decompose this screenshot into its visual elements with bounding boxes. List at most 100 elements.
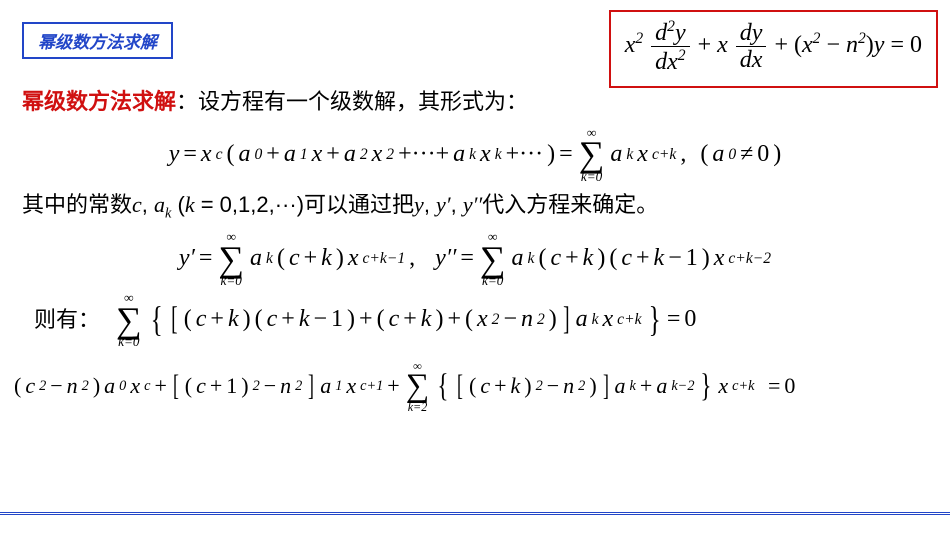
e6t2p: +: [210, 372, 222, 401]
e6a0: a: [104, 372, 115, 401]
e5eq: =: [667, 304, 681, 335]
sp4: +···: [506, 141, 544, 168]
e6t2c: c: [196, 372, 206, 401]
l3pa: (: [171, 192, 184, 217]
e5p1: +: [359, 304, 373, 335]
dsb2: k=0: [480, 274, 506, 287]
e6s1: 1: [335, 377, 342, 396]
sco: (: [700, 141, 708, 168]
dsb: k=0: [218, 274, 244, 287]
ss0: 0: [254, 146, 262, 164]
de1: c+k−1: [362, 249, 405, 269]
s2b: 2: [678, 47, 686, 64]
e6t2cl: ): [241, 372, 248, 401]
e5t4cl: ): [549, 304, 557, 335]
e6sb: k=2: [406, 401, 430, 413]
df2one: 1: [686, 243, 698, 274]
sa0: a: [238, 141, 250, 168]
l3cl: ): [297, 192, 304, 217]
main-equation-box: x2 d2y dx2 + x dy dx + (x2 − n2)y = 0: [609, 10, 938, 88]
sx2: x: [372, 141, 383, 168]
dypp: y′′: [435, 243, 456, 274]
d: d: [655, 20, 667, 46]
l3d: ···: [275, 192, 297, 217]
y2: y: [874, 32, 885, 58]
e5t1cl: ): [243, 304, 251, 335]
ss1: 1: [300, 146, 308, 164]
se2: 2: [386, 146, 394, 164]
e6t3n: n: [563, 372, 574, 401]
df2cl: ): [702, 243, 710, 274]
sek: k: [495, 146, 502, 164]
sum-icon: ∞∑k=0: [116, 291, 142, 348]
section-title: 幂级数方法求解: [38, 33, 157, 52]
e3: 2: [813, 30, 821, 47]
n: n: [846, 32, 858, 58]
e5t4e: 2: [492, 310, 500, 330]
deq2: =: [460, 243, 474, 274]
dk1: k: [321, 243, 332, 274]
de2: c+k−2: [728, 249, 771, 269]
pc: ): [866, 32, 874, 58]
dx1: x: [348, 243, 359, 274]
eq-x: x: [625, 32, 636, 58]
e6t1e: 2: [39, 377, 46, 396]
sca: a: [712, 141, 724, 168]
e5t2p: +: [281, 304, 295, 335]
e6ak: a: [615, 372, 626, 401]
dy: dy: [736, 20, 767, 47]
intro-red: 幂级数方法求解: [22, 89, 176, 114]
sxc: x: [201, 141, 212, 168]
e5t2c: c: [267, 304, 278, 335]
e6t1c: c: [25, 372, 35, 401]
df1c: c: [550, 243, 561, 274]
dc1c: ): [336, 243, 344, 274]
sum-icon: ∞∑k=0: [218, 230, 244, 287]
e5sb: k=0: [116, 335, 142, 348]
dx: dx: [655, 49, 678, 75]
e6x1: x: [346, 372, 356, 401]
l3ak: a: [154, 192, 165, 217]
scs: 0: [728, 146, 736, 164]
sp3: +···+: [398, 141, 449, 168]
plus: +: [698, 32, 712, 58]
e5t4x: x: [477, 304, 488, 335]
e5t1o: (: [184, 304, 192, 335]
e5t4m: −: [503, 304, 517, 335]
intro-rest: ：设方程有一个级数解，其形式为：: [176, 89, 528, 114]
sxk: x: [480, 141, 491, 168]
seq2: =: [559, 141, 573, 168]
l3ke: k: [185, 192, 195, 217]
df2c: c: [621, 243, 632, 274]
e6ak2: a: [656, 372, 667, 401]
e5sk: k: [592, 310, 599, 330]
df1k: k: [583, 243, 594, 274]
dsk2: k: [528, 249, 535, 269]
e6sk2: k−2: [671, 377, 694, 396]
sa2: a: [344, 141, 356, 168]
x3: x: [802, 32, 813, 58]
e5t3c: c: [389, 304, 400, 335]
e6t1cl: ): [93, 372, 100, 401]
e6t1ne: 2: [82, 377, 89, 396]
so: (: [226, 141, 234, 168]
sx1: x: [312, 141, 323, 168]
e6t2m: −: [264, 372, 276, 401]
result-line-1: 则有： ∞∑k=0 {[(c+k)(c+k−1)+(c+k)+(x2−n2)]a…: [34, 291, 928, 348]
e6e0: c: [144, 377, 150, 396]
l3p: 其中的常数: [22, 192, 132, 217]
e5z: 0: [684, 304, 696, 335]
eqs: =: [890, 32, 904, 58]
e6t3ne: 2: [578, 377, 585, 396]
scc: ): [773, 141, 781, 168]
dak2: a: [512, 243, 524, 274]
e6e1: c+1: [360, 377, 383, 396]
then: 则有：: [34, 306, 100, 335]
l3eq: = 0,1,2,: [195, 192, 275, 217]
e5t3cl: ): [435, 304, 443, 335]
e6t3p: +: [494, 372, 506, 401]
df1o: (: [538, 243, 546, 274]
ssk: k: [469, 146, 476, 164]
plus2: +: [774, 32, 788, 58]
e5t2m: −: [313, 304, 327, 335]
